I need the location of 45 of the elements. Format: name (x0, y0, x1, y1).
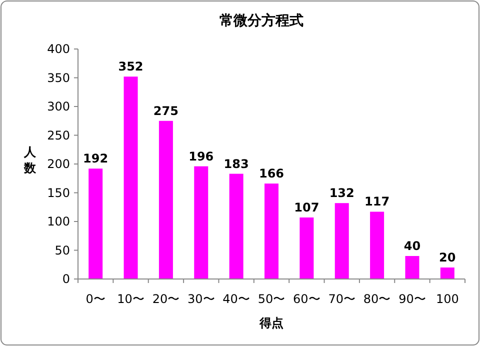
x-tick-label: 20〜 (152, 292, 180, 306)
y-tick-label: 350 (47, 70, 70, 85)
bar (158, 120, 173, 279)
chart-title: 常微分方程式 (220, 12, 304, 29)
bar (300, 217, 314, 279)
x-tick-label: 60〜 (293, 292, 320, 306)
y-tick-label: 250 (47, 128, 70, 142)
bar (88, 168, 103, 279)
x-tick-label: 90〜 (398, 292, 426, 306)
x-tick-label: 100 (436, 292, 459, 306)
data-label: 40 (404, 239, 421, 253)
bar (440, 268, 454, 279)
data-label: 117 (364, 194, 390, 209)
data-label: 20 (439, 250, 456, 264)
x-tick-label: 0〜 (86, 292, 106, 306)
y-tick-label: 50 (54, 243, 70, 258)
x-tick-label: 70〜 (328, 292, 356, 306)
bar (229, 174, 244, 279)
x-tick-label: 30〜 (187, 292, 215, 306)
x-tick-label: 50〜 (258, 292, 286, 306)
y-tick-label: 200 (47, 157, 70, 171)
data-label: 166 (258, 166, 284, 181)
y-tick-label: 0 (62, 272, 70, 286)
bar (370, 212, 384, 279)
data-label: 132 (329, 186, 354, 200)
data-label: 183 (224, 156, 249, 171)
data-label: 196 (188, 149, 214, 164)
y-tick-label: 400 (47, 42, 70, 56)
data-label: 352 (118, 60, 144, 74)
bar (334, 203, 349, 279)
bar (405, 256, 420, 279)
data-label: 192 (83, 152, 108, 166)
y-tick-label: 300 (47, 100, 70, 114)
x-axis-title: 得点 (258, 316, 284, 330)
bar (194, 166, 208, 279)
x-tick-label: 40〜 (222, 292, 250, 306)
x-tick-label: 10〜 (117, 292, 144, 306)
bar (264, 184, 278, 279)
x-tick-label: 80〜 (363, 292, 391, 306)
y-axis-title: 人数 (23, 145, 37, 175)
y-tick-label: 150 (47, 186, 70, 200)
data-label: 107 (294, 200, 320, 214)
data-label: 275 (153, 104, 178, 118)
y-tick-label: 100 (47, 214, 70, 228)
bar (124, 76, 138, 279)
